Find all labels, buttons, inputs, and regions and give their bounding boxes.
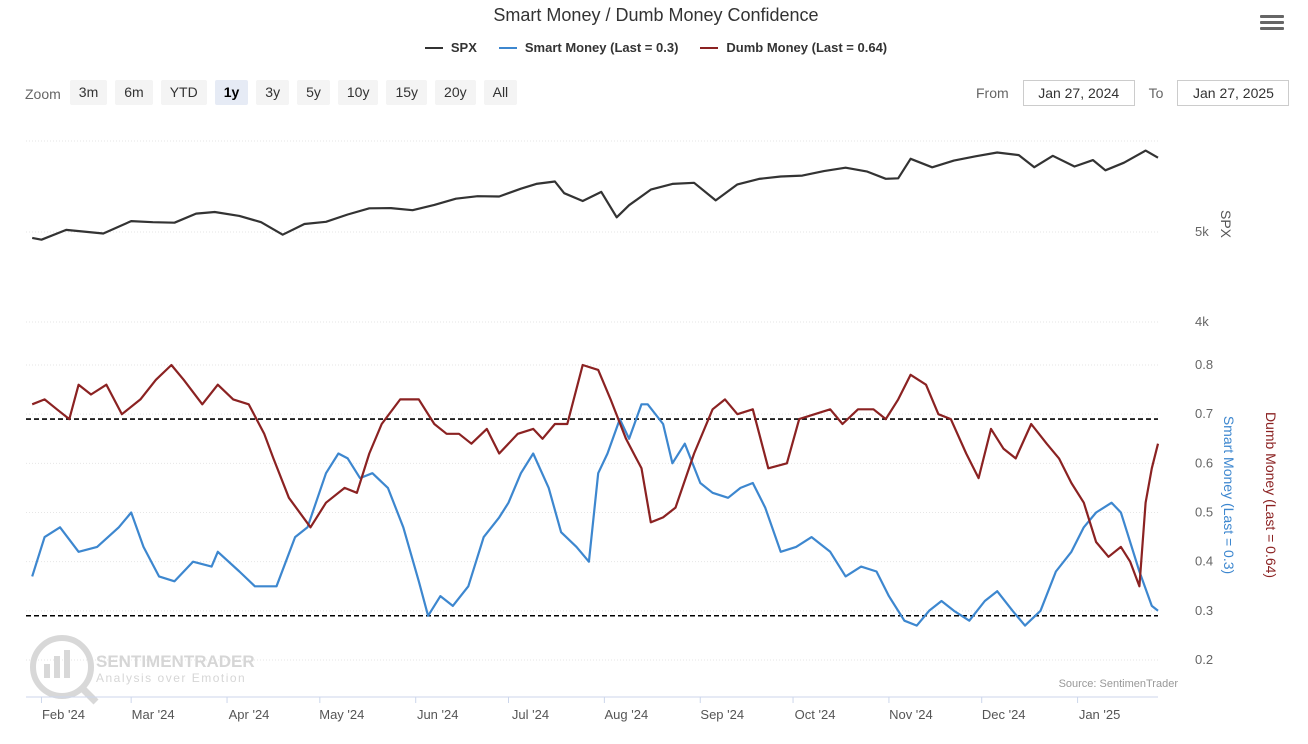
spx-axis-title: SPX — [1218, 210, 1234, 239]
zoom-button-10y[interactable]: 10y — [337, 80, 379, 105]
x-axis: Feb '24 Mar '24 Apr '24 May '24 Jun '24 Jul '… — [26, 696, 1158, 722]
watermark-tagline: Analysis over Emotion — [96, 671, 246, 685]
from-label: From — [976, 85, 1009, 101]
spx-tick-label: 4k — [1195, 314, 1209, 329]
zoom-button-1y[interactable]: 1y — [214, 80, 249, 105]
source-credit: Source: SentimenTrader — [1059, 678, 1179, 690]
zoom-button-6m[interactable]: 6m — [115, 80, 153, 105]
from-date-input[interactable]: Jan 27, 2024 — [1022, 80, 1135, 106]
legend-swatch-spx — [424, 46, 443, 49]
threshold-lines — [26, 418, 1158, 617]
chart-title: Smart Money / Dumb Money Confidence — [493, 5, 819, 25]
x-tick-label: May '24 — [319, 707, 364, 722]
x-tick-label: Jul '24 — [512, 707, 549, 722]
legend-item-dumb-money[interactable]: Dumb Money (Last = 0.64) — [700, 40, 887, 55]
zoom-button-5y[interactable]: 5y — [297, 80, 330, 105]
confidence-tick-label: 0.3 — [1195, 603, 1213, 618]
legend-item-spx[interactable]: SPX — [424, 40, 477, 55]
x-tick-label: Sep '24 — [700, 707, 744, 722]
watermark-magnifier-icon — [30, 635, 94, 699]
to-date-input[interactable]: Jan 27, 2025 — [1177, 80, 1290, 106]
legend-swatch-smart-money — [498, 46, 517, 49]
spx-line — [31, 149, 1159, 241]
zoom-button-15y[interactable]: 15y — [386, 80, 428, 105]
zoom-button-3m[interactable]: 3m — [69, 80, 108, 105]
series-lines — [31, 149, 1160, 627]
zoom-button-3y[interactable]: 3y — [256, 80, 290, 105]
watermark-brand: SENTIMENTRADER — [96, 652, 255, 671]
confidence-tick-label: 0.2 — [1195, 652, 1213, 667]
x-tick-label: Feb '24 — [42, 707, 85, 722]
confidence-tick-label: 0.4 — [1195, 554, 1213, 569]
legend-item-smart-money[interactable]: Smart Money (Last = 0.3) — [498, 40, 679, 55]
zoom-button-ytd[interactable]: YTD — [160, 80, 207, 105]
zoom-button-all[interactable]: All — [483, 80, 518, 105]
x-tick-label: Aug '24 — [605, 707, 649, 722]
x-tick-label: Dec '24 — [982, 707, 1026, 722]
x-tick-label: Mar '24 — [132, 707, 175, 722]
x-tick-label: Jun '24 — [417, 707, 459, 722]
smart-money-axis-title: Smart Money (Last = 0.3) — [1221, 416, 1237, 574]
legend-label-spx: SPX — [450, 40, 477, 55]
confidence-tick-label: 0.8 — [1195, 357, 1213, 372]
y-axis: 4k 5k 0.2 0.3 0.4 0.5 0.6 0.7 0.8 — [1195, 224, 1213, 667]
hamburger-menu-icon[interactable] — [1260, 12, 1284, 34]
gridlines — [26, 140, 1158, 661]
dumb-money-line — [31, 363, 1160, 588]
legend-label-smart-money: Smart Money (Last = 0.3) — [524, 40, 679, 55]
dumb-money-axis-title: Dumb Money (Last = 0.64) — [1263, 412, 1279, 578]
watermark: SENTIMENTRADER Analysis over Emotion — [30, 635, 255, 705]
confidence-tick-label: 0.7 — [1195, 406, 1213, 421]
x-tick-label: Oct '24 — [795, 707, 836, 722]
chart-legend: SPX Smart Money (Last = 0.3) Dumb Money … — [0, 40, 1308, 55]
spx-tick-label: 5k — [1195, 224, 1209, 239]
x-tick-label: Apr '24 — [229, 707, 270, 722]
to-label: To — [1148, 85, 1164, 101]
x-tick-label: Nov '24 — [889, 707, 933, 722]
date-range-selector: From Jan 27, 2024 To Jan 27, 2025 — [976, 80, 1290, 106]
zoom-bar: Zoom 3m 6m YTD 1y 3y 5y 10y 15y 20y All — [25, 80, 518, 105]
legend-swatch-dumb-money — [700, 46, 719, 49]
x-tick-label: Jan '25 — [1079, 707, 1121, 722]
smart-money-line — [31, 403, 1159, 627]
zoom-label: Zoom — [25, 86, 61, 102]
confidence-tick-label: 0.6 — [1195, 455, 1213, 470]
legend-label-dumb-money: Dumb Money (Last = 0.64) — [726, 40, 888, 55]
zoom-button-20y[interactable]: 20y — [435, 80, 476, 105]
confidence-tick-label: 0.5 — [1195, 505, 1213, 520]
